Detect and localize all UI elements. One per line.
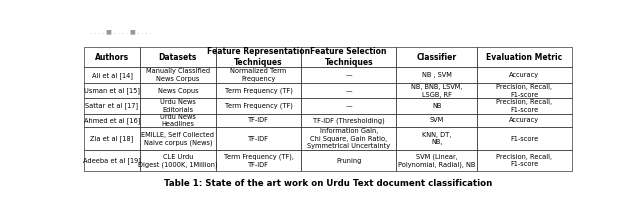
Text: Table 1: State of the art work on Urdu Text document classification: Table 1: State of the art work on Urdu T… xyxy=(164,179,492,188)
Bar xyxy=(140,83,216,98)
Text: Adeeba et al [19]: Adeeba et al [19] xyxy=(83,157,141,164)
Text: Zia et al [18]: Zia et al [18] xyxy=(90,135,134,142)
Text: Precision, Recall,
F1-score: Precision, Recall, F1-score xyxy=(497,154,552,167)
Bar xyxy=(84,114,140,127)
Bar xyxy=(396,47,477,67)
Text: Ahmed et al [16]: Ahmed et al [16] xyxy=(84,117,140,124)
Bar xyxy=(301,83,396,98)
Text: Datasets: Datasets xyxy=(159,53,197,62)
Bar xyxy=(301,114,396,127)
Text: NB: NB xyxy=(432,103,442,109)
Bar xyxy=(477,127,572,150)
Bar xyxy=(140,98,216,114)
Bar xyxy=(301,47,396,67)
Bar xyxy=(216,98,301,114)
Text: Information Gain,
Chi Square, Gain Ratio,
Symmetrical Uncertainty: Information Gain, Chi Square, Gain Ratio… xyxy=(307,128,390,149)
Text: Pruning: Pruning xyxy=(336,158,362,164)
Text: F1-score: F1-score xyxy=(510,136,539,142)
Text: Precision, Recall,
F1-score: Precision, Recall, F1-score xyxy=(497,99,552,113)
Bar xyxy=(216,47,301,67)
Bar xyxy=(477,150,572,171)
Text: TF-IDF (Thresholding): TF-IDF (Thresholding) xyxy=(313,117,385,124)
Bar xyxy=(396,150,477,171)
Text: Term Frequency (TF): Term Frequency (TF) xyxy=(225,88,292,94)
Bar xyxy=(84,98,140,114)
Bar xyxy=(140,127,216,150)
Text: Manually Classified
News Corpus: Manually Classified News Corpus xyxy=(146,68,210,82)
Text: NB , SVM: NB , SVM xyxy=(422,72,452,78)
Bar xyxy=(84,47,140,67)
Bar xyxy=(396,83,477,98)
Text: TF-IDF: TF-IDF xyxy=(248,136,269,142)
Text: TF-IDF: TF-IDF xyxy=(248,117,269,123)
Text: Urdu News
Editorials: Urdu News Editorials xyxy=(160,99,196,113)
Bar xyxy=(301,98,396,114)
Bar xyxy=(396,114,477,127)
Text: SVM (Linear,
Polynomial, Radial), NB: SVM (Linear, Polynomial, Radial), NB xyxy=(398,153,476,168)
Text: —: — xyxy=(346,72,352,78)
Bar xyxy=(396,127,477,150)
Bar xyxy=(84,83,140,98)
Bar xyxy=(84,127,140,150)
Text: —: — xyxy=(346,88,352,94)
Bar xyxy=(216,114,301,127)
Bar xyxy=(477,47,572,67)
Bar xyxy=(84,150,140,171)
Text: —: — xyxy=(346,103,352,109)
Bar xyxy=(477,98,572,114)
Text: Authors: Authors xyxy=(95,53,129,62)
Text: . . . . ■ . . . . ■ . . . .: . . . . ■ . . . . ■ . . . . xyxy=(90,29,152,34)
Bar xyxy=(301,150,396,171)
Bar xyxy=(477,67,572,83)
Text: Accuracy: Accuracy xyxy=(509,72,540,78)
Text: SVM: SVM xyxy=(429,117,444,123)
Text: Urdu News
Headlines: Urdu News Headlines xyxy=(160,114,196,127)
Text: Evaluation Metric: Evaluation Metric xyxy=(486,53,563,62)
Bar xyxy=(301,127,396,150)
Text: Feature Representation
Techniques: Feature Representation Techniques xyxy=(207,47,310,67)
Bar xyxy=(216,83,301,98)
Text: News Copus: News Copus xyxy=(157,88,198,94)
Text: Term Frequency (TF),
TF-IDF: Term Frequency (TF), TF-IDF xyxy=(223,154,293,168)
Text: Classifier: Classifier xyxy=(417,53,457,62)
Text: EMILLE, Self Collected
Naive corpus (News): EMILLE, Self Collected Naive corpus (New… xyxy=(141,132,214,146)
Text: Term Frequency (TF): Term Frequency (TF) xyxy=(225,103,292,109)
Text: Feature Selection
Techniques: Feature Selection Techniques xyxy=(310,47,387,67)
Bar xyxy=(477,83,572,98)
Bar xyxy=(84,67,140,83)
Bar xyxy=(140,150,216,171)
Bar xyxy=(140,114,216,127)
Bar xyxy=(477,114,572,127)
Bar xyxy=(396,67,477,83)
Text: KNN, DT,
NB,: KNN, DT, NB, xyxy=(422,132,451,145)
Text: CLE Urdu
Digest (1000K, 1​Million): CLE Urdu Digest (1000K, 1​Million) xyxy=(138,154,218,168)
Bar xyxy=(396,98,477,114)
Bar xyxy=(216,127,301,150)
Text: Sattar et al [17]: Sattar et al [17] xyxy=(86,103,139,109)
Bar xyxy=(216,150,301,171)
Text: NB, BNB, LSVM,
LSGB, RF: NB, BNB, LSVM, LSGB, RF xyxy=(411,84,462,98)
Text: Normalized Term
Frequency: Normalized Term Frequency xyxy=(230,68,287,82)
Bar xyxy=(301,67,396,83)
Bar xyxy=(216,67,301,83)
Bar xyxy=(140,67,216,83)
Text: Precision, Recall,
F1-score: Precision, Recall, F1-score xyxy=(497,84,552,98)
Text: Usman et al [15]: Usman et al [15] xyxy=(84,87,140,94)
Text: Accuracy: Accuracy xyxy=(509,117,540,123)
Text: Ali et al [14]: Ali et al [14] xyxy=(92,72,132,78)
Bar xyxy=(140,47,216,67)
